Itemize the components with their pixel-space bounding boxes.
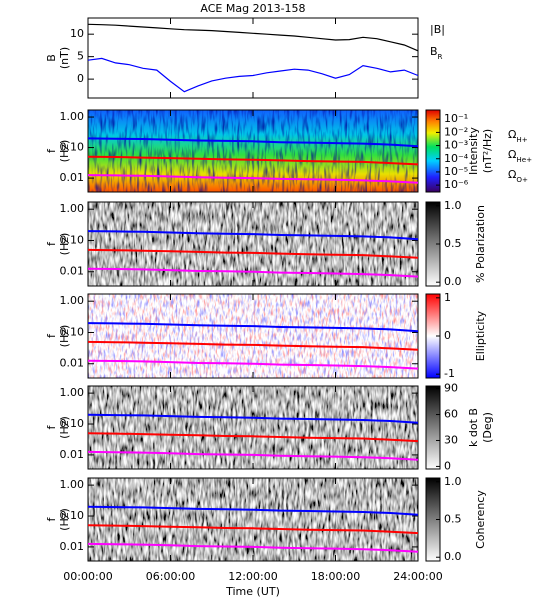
series-line (87, 524, 419, 535)
series-line (87, 413, 419, 424)
colorbar-label: Intensity (467, 127, 480, 175)
series-line (87, 137, 419, 148)
colorbar-tick-label: 0.0 (444, 550, 462, 563)
colorbar-label: Coherency (474, 490, 487, 549)
legend-label: |B| (430, 23, 445, 36)
colorbar-tick-label: 90 (444, 382, 458, 395)
colorbar (425, 385, 441, 470)
series-line (87, 230, 419, 241)
spectrogram-image (88, 110, 418, 192)
y-axis-label: (Hz) (58, 416, 71, 439)
y-axis-label: (Hz) (58, 325, 71, 348)
series-line (87, 340, 419, 351)
colorbar-tick-label: 0.5 (444, 513, 462, 526)
y-tick-label: 0.10 (60, 325, 85, 338)
colorbar-tick-label: 0.0 (444, 275, 462, 288)
colorbar-tick-label: 10⁻³ (444, 139, 468, 152)
colorbar-tick-label: 10⁻¹ (444, 112, 468, 125)
y-axis-label: f (45, 148, 58, 153)
y-tick-label: 5 (77, 50, 84, 63)
colorbar (425, 109, 441, 193)
x-tick-label: 12:00:00 (228, 570, 277, 583)
y-axis-label: f (45, 241, 58, 246)
colorbar-tick-label: 0 (444, 329, 451, 342)
colorbar-label: k dot B (467, 408, 480, 447)
legend-label: ΩHe+ (508, 148, 532, 164)
y-tick-label: 0.01 (60, 540, 85, 553)
colorbar-tick-label: 10⁻² (444, 125, 468, 138)
series-line (87, 322, 419, 333)
colorbar-tick-label: 1.0 (444, 199, 462, 212)
colorbar-label: Ellipticity (474, 310, 487, 361)
legend-label: BR (430, 45, 443, 61)
colorbar-tick-label: 10⁻⁶ (444, 178, 469, 191)
y-axis-label: f (45, 333, 58, 338)
y-tick-label: 0.01 (60, 448, 85, 461)
colorbar-tick-label: 0 (444, 459, 451, 472)
colorbar-label: (nT²/Hz) (481, 129, 494, 173)
series-line (87, 359, 419, 370)
x-tick-label: 24:00:00 (393, 570, 442, 583)
colorbar-label: (Deg) (481, 412, 494, 443)
colorbar-tick-label: 10⁻⁴ (444, 152, 469, 165)
series-line (87, 267, 419, 278)
x-tick-label: 00:00:00 (63, 570, 112, 583)
series-line (87, 155, 419, 166)
colorbar-tick-label: 30 (444, 433, 458, 446)
x-axis-label: Time (UT) (225, 585, 280, 598)
y-axis-label: (Hz) (58, 140, 71, 163)
colorbar-tick-label: 1.0 (444, 475, 462, 488)
y-axis-label: (Hz) (58, 508, 71, 531)
y-tick-label: 1.00 (60, 294, 85, 307)
series-line (87, 450, 419, 461)
y-tick-label: 0.01 (60, 171, 85, 184)
y-tick-label: 1.00 (60, 202, 85, 215)
colorbar-tick-label: 60 (444, 408, 458, 421)
y-tick-label: 10 (70, 27, 84, 40)
series-line (87, 23, 419, 52)
y-axis-label: (nT) (58, 47, 71, 69)
y-axis-label: f (45, 424, 58, 429)
colorbar-tick-label: 1 (444, 291, 451, 304)
y-axis-label: f (45, 516, 58, 521)
legend-label: ΩH+ (508, 128, 528, 144)
y-tick-label: 0.10 (60, 233, 85, 246)
series-line (87, 505, 419, 516)
y-tick-label: 1.00 (60, 110, 85, 123)
y-tick-label: 0.10 (60, 417, 85, 430)
series-line (87, 174, 419, 184)
y-tick-label: 0.01 (60, 357, 85, 370)
colorbar-tick-label: 0.5 (444, 237, 462, 250)
x-tick-label: 18:00:00 (311, 570, 360, 583)
y-tick-label: 0 (77, 72, 84, 85)
series-line (87, 57, 419, 93)
x-tick-label: 06:00:00 (146, 570, 195, 583)
series-line (87, 432, 419, 443)
series-line (87, 248, 419, 259)
y-tick-label: 0.10 (60, 509, 85, 522)
y-axis-label: (Hz) (58, 233, 71, 256)
series-line (87, 542, 419, 553)
chart-title: ACE Mag 2013-158 (200, 2, 305, 15)
plot-frame (87, 17, 419, 99)
y-tick-label: 1.00 (60, 386, 85, 399)
colorbar-tick-label: -1 (444, 367, 455, 380)
colorbar-label: % Polarization (474, 205, 487, 283)
y-tick-label: 0.01 (60, 265, 85, 278)
y-tick-label: 0.10 (60, 141, 85, 154)
colorbar-tick-label: 10⁻⁵ (444, 165, 468, 178)
y-axis-label: B (45, 54, 58, 62)
legend-label: ΩO+ (508, 168, 528, 184)
y-tick-label: 1.00 (60, 478, 85, 491)
